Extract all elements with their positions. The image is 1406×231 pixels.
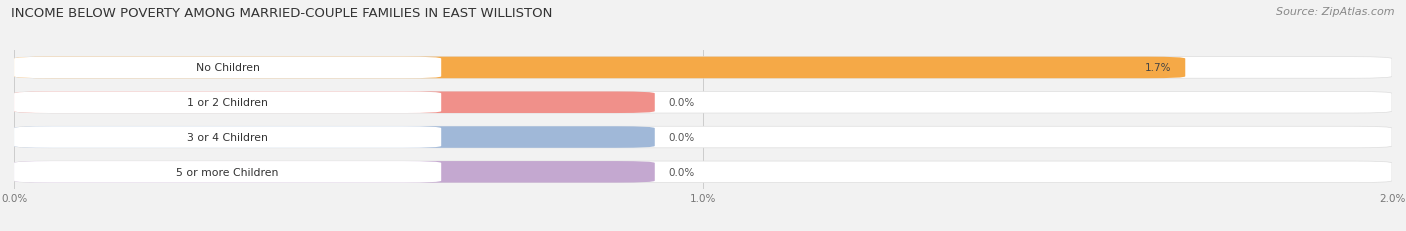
Text: Source: ZipAtlas.com: Source: ZipAtlas.com xyxy=(1277,7,1395,17)
FancyBboxPatch shape xyxy=(14,127,441,148)
FancyBboxPatch shape xyxy=(14,161,655,183)
FancyBboxPatch shape xyxy=(14,92,1392,113)
FancyBboxPatch shape xyxy=(14,58,1392,79)
FancyBboxPatch shape xyxy=(14,58,1185,79)
Text: 3 or 4 Children: 3 or 4 Children xyxy=(187,132,269,143)
FancyBboxPatch shape xyxy=(14,127,1392,148)
FancyBboxPatch shape xyxy=(14,161,1392,183)
Text: 0.0%: 0.0% xyxy=(669,98,695,108)
Text: 0.0%: 0.0% xyxy=(669,132,695,143)
Text: INCOME BELOW POVERTY AMONG MARRIED-COUPLE FAMILIES IN EAST WILLISTON: INCOME BELOW POVERTY AMONG MARRIED-COUPL… xyxy=(11,7,553,20)
Text: 5 or more Children: 5 or more Children xyxy=(176,167,278,177)
FancyBboxPatch shape xyxy=(14,58,441,79)
FancyBboxPatch shape xyxy=(14,92,441,113)
Text: No Children: No Children xyxy=(195,63,260,73)
Text: 1 or 2 Children: 1 or 2 Children xyxy=(187,98,269,108)
Text: 0.0%: 0.0% xyxy=(669,167,695,177)
Text: 1.7%: 1.7% xyxy=(1144,63,1171,73)
FancyBboxPatch shape xyxy=(14,161,441,183)
FancyBboxPatch shape xyxy=(14,92,655,113)
FancyBboxPatch shape xyxy=(14,127,655,148)
